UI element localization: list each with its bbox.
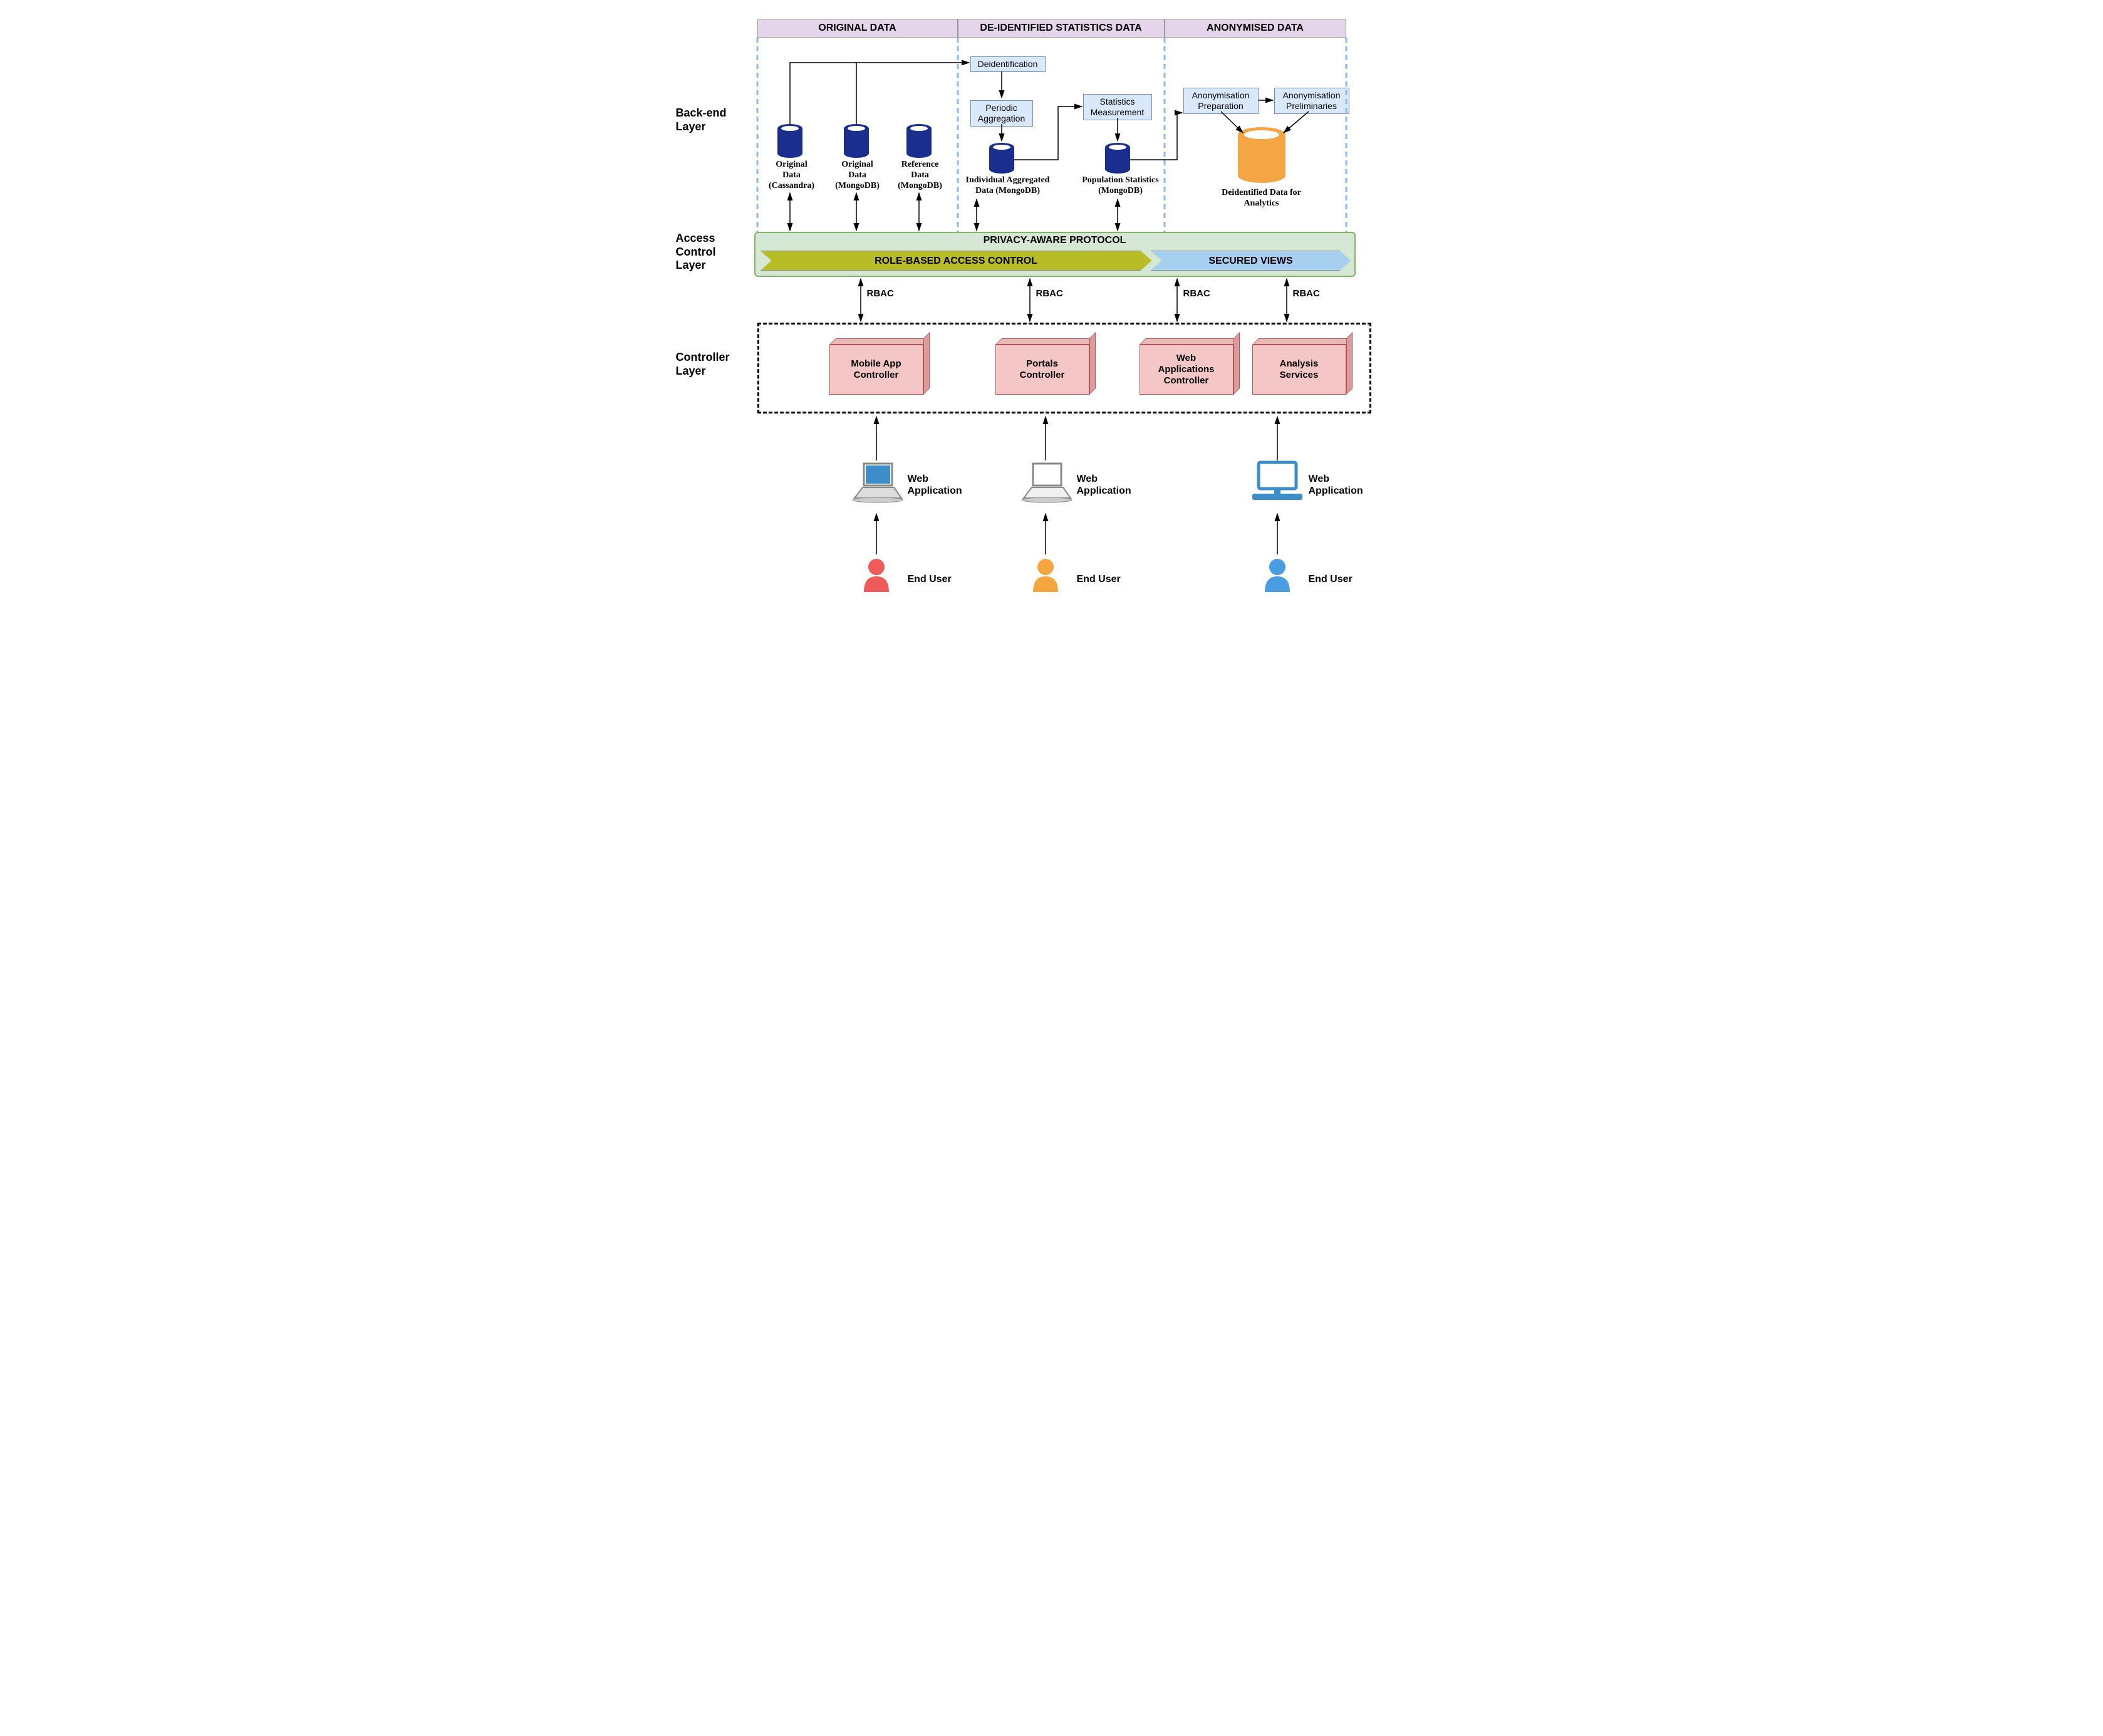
enduser-label-2: End User <box>1077 573 1121 585</box>
portals-controller: PortalsController <box>995 338 1089 395</box>
user-icon-blue <box>1265 559 1290 592</box>
db-deidentified-analytics-label: Deidentified Data forAnalytics <box>1202 188 1321 209</box>
user-icon-orange <box>1033 559 1058 592</box>
db-population-stats-icon <box>1105 143 1130 174</box>
web-applications-controller: WebApplicationsController <box>1140 338 1233 395</box>
anonymisation-preparation-box: AnonymisationPreparation <box>1183 88 1259 114</box>
deidentification-box: Deidentification <box>970 56 1046 72</box>
db-reference-label: ReferenceData(MongoDB) <box>892 160 948 191</box>
header-anon-data: ANONYMISED DATA <box>1165 19 1346 38</box>
enduser-label-1: End User <box>908 573 952 585</box>
db-deidentified-analytics-icon <box>1238 127 1285 183</box>
db-population-stats-label: Population Statistics(MongoDB) <box>1067 175 1174 197</box>
privacy-aware-protocol-title: PRIVACY-AWARE PROTOCOL <box>756 233 1354 246</box>
laptop-icon-2 <box>1022 464 1072 502</box>
db-cassandra-label: OriginalData(Cassandra) <box>764 160 820 191</box>
backend-layer-label: Back-endLayer <box>676 107 727 133</box>
webapp-label-3: WebApplication <box>1309 473 1363 497</box>
rbac-label-2: RBAC <box>1036 288 1063 299</box>
statistics-measurement-box: StatisticsMeasurement <box>1083 94 1152 120</box>
webapp-label-1: WebApplication <box>908 473 962 497</box>
enduser-label-3: End User <box>1309 573 1353 585</box>
controller-layer-label: ControllerLayer <box>676 351 730 378</box>
db-mongo-original-label: OriginalData(MongoDB) <box>829 160 886 191</box>
secured-views-chevron: SECURED VIEWS <box>1151 251 1351 271</box>
mobile-app-controller: Mobile AppController <box>829 338 923 395</box>
header-original-data: ORIGINAL DATA <box>757 19 958 38</box>
db-reference-icon <box>906 124 932 158</box>
rbac-label-4: RBAC <box>1293 288 1320 299</box>
rbac-label-3: RBAC <box>1183 288 1210 299</box>
db-mongo-original-icon <box>844 124 869 158</box>
rbac-chevron: ROLE-BASED ACCESS CONTROL <box>761 251 1152 271</box>
access-layer-label: AccessControlLayer <box>676 232 716 273</box>
analysis-services: AnalysisServices <box>1252 338 1346 395</box>
user-icon-red <box>864 559 889 592</box>
periodic-aggregation-box: PeriodicAggregation <box>970 100 1033 127</box>
webapp-label-2: WebApplication <box>1077 473 1131 497</box>
db-individual-aggregated-icon <box>989 143 1014 174</box>
laptop-icon-3 <box>1252 462 1302 500</box>
rbac-label-1: RBAC <box>867 288 894 299</box>
anonymisation-preliminaries-box: AnonymisationPreliminaries <box>1274 88 1349 114</box>
db-individual-aggregated-label: Individual AggregatedData (MongoDB) <box>955 175 1061 197</box>
db-cassandra-icon <box>777 124 802 158</box>
laptop-icon-1 <box>853 464 903 502</box>
header-deid-data: DE-IDENTIFIED STATISTICS DATA <box>958 19 1165 38</box>
